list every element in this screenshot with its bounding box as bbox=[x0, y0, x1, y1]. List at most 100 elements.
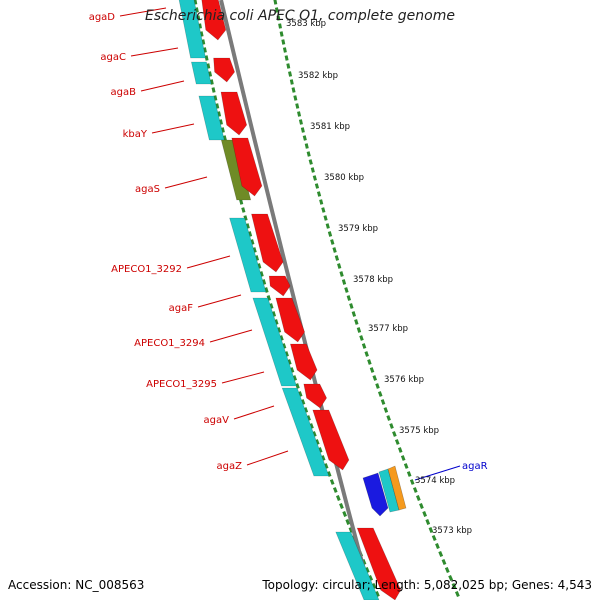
gene-label: kbaY bbox=[123, 129, 148, 140]
gene-segment-red bbox=[220, 91, 248, 136]
gene-label: agaF bbox=[169, 303, 194, 314]
outer-tick-mark bbox=[222, 135, 227, 141]
gene-segment-cyan bbox=[252, 297, 297, 387]
inner-tick-mark bbox=[295, 103, 300, 109]
inner-tick-mark bbox=[314, 183, 320, 189]
inner-tick-mark bbox=[278, 23, 282, 29]
gene-segment-cyan bbox=[191, 61, 212, 85]
outer-tick-mark bbox=[217, 111, 222, 117]
outer-tick-mark bbox=[194, 7, 199, 13]
outer-tick-mark bbox=[312, 431, 317, 437]
outer-tick-mark bbox=[208, 71, 213, 77]
gene-segment-red bbox=[303, 383, 327, 409]
gene-label-leader bbox=[140, 80, 185, 92]
feature-track bbox=[178, 0, 407, 600]
gene-label-layer: agaD agaC agaB kbaY agaS APECO1_3292 agaF APECO… bbox=[89, 7, 488, 481]
outer-tick-mark bbox=[196, 15, 201, 21]
outer-tick-mark bbox=[329, 479, 335, 485]
inner-tick-mark bbox=[344, 287, 349, 293]
gene-label: agaR bbox=[462, 461, 488, 472]
outer-tick-mark bbox=[261, 279, 267, 285]
inner-tick-mark bbox=[386, 415, 391, 421]
inner-tick-track bbox=[273, 0, 460, 597]
inner-tick-mark bbox=[375, 383, 380, 389]
scale-label-layer: 3583 kbp 3582 kbp 3581 kbp 3580 kbp 3579 kbp… bbox=[286, 19, 472, 536]
outer-tick-mark bbox=[295, 383, 300, 389]
gene-label-leader bbox=[197, 294, 242, 308]
inner-tick-mark bbox=[372, 375, 378, 381]
outer-tick-mark bbox=[284, 351, 289, 357]
gene-label: agaZ bbox=[217, 461, 243, 472]
inner-tick-mark bbox=[286, 63, 291, 69]
scale-label: 3578 kbp bbox=[353, 275, 393, 285]
inner-tick-mark bbox=[419, 503, 424, 509]
gene-segment-red bbox=[201, 0, 227, 41]
outer-tick-mark bbox=[254, 255, 260, 261]
outer-tick-mark bbox=[309, 423, 314, 429]
inner-tick-mark bbox=[425, 519, 431, 525]
inner-tick-mark bbox=[306, 151, 311, 157]
gene-segment-red bbox=[231, 137, 263, 197]
scale-label: 3580 kbp bbox=[324, 173, 364, 183]
outer-tick-mark bbox=[201, 39, 206, 45]
inner-tick-mark bbox=[383, 407, 389, 413]
outer-tick-mark bbox=[243, 215, 248, 221]
gene-segment-red bbox=[275, 297, 305, 343]
inner-tick-mark bbox=[297, 111, 302, 117]
inner-tick-mark bbox=[444, 567, 450, 573]
gene-label-leader bbox=[414, 465, 461, 481]
scale-label: 3579 kbp bbox=[338, 224, 378, 234]
inner-tick-mark bbox=[300, 127, 305, 133]
inner-tick-mark bbox=[356, 327, 362, 333]
inner-tick-mark bbox=[308, 159, 313, 165]
scale-label: 3582 kbp bbox=[298, 71, 338, 81]
outer-tick-mark bbox=[218, 119, 223, 125]
scale-label: 3581 kbp bbox=[310, 122, 350, 132]
outer-tick-mark bbox=[245, 223, 250, 229]
outer-tick-mark bbox=[213, 95, 218, 101]
gene-label-leader bbox=[209, 329, 253, 343]
gene-label: agaS bbox=[135, 184, 160, 195]
inner-tick-mark bbox=[279, 31, 284, 37]
outer-tick-mark bbox=[279, 335, 284, 341]
gene-segment-cyan bbox=[335, 531, 380, 600]
gene-label-leader bbox=[221, 371, 265, 384]
inner-tick-mark bbox=[389, 423, 394, 429]
outer-tick-mark bbox=[281, 343, 287, 349]
outer-tick-mark bbox=[342, 511, 347, 517]
gene-segment-cyan bbox=[178, 0, 206, 59]
inner-tick-mark bbox=[293, 95, 298, 101]
gene-label: agaD bbox=[89, 12, 116, 23]
inner-tick-mark bbox=[441, 559, 447, 565]
outer-tick-mark bbox=[297, 391, 303, 397]
inner-tick-mark bbox=[400, 455, 406, 461]
gene-segment-cyan bbox=[229, 217, 267, 293]
inner-tick-mark bbox=[330, 239, 335, 245]
outer-tick-mark bbox=[303, 407, 309, 413]
outer-tick-mark bbox=[289, 367, 295, 373]
outer-tick-mark bbox=[274, 319, 279, 325]
inner-tick-mark bbox=[422, 511, 427, 517]
outer-tick-mark bbox=[371, 583, 377, 589]
outer-tick-mark bbox=[320, 455, 326, 461]
inner-tick-mark bbox=[334, 255, 340, 261]
inner-tick-mark bbox=[319, 199, 324, 205]
outer-tick-mark bbox=[259, 271, 264, 277]
gene-label-leader bbox=[233, 405, 275, 420]
inner-tick-mark bbox=[455, 591, 460, 597]
outer-tick-mark bbox=[209, 79, 214, 85]
inner-tick-mark bbox=[451, 583, 457, 589]
outer-tick-mark bbox=[326, 471, 332, 477]
inner-tick-mark bbox=[412, 487, 418, 493]
outer-tick-mark bbox=[271, 311, 277, 317]
inner-tick-mark bbox=[428, 527, 434, 533]
scale-label: 3583 kbp bbox=[286, 19, 326, 29]
inner-tick-mark bbox=[339, 271, 344, 277]
outer-tick-mark bbox=[211, 87, 216, 93]
inner-tick-mark bbox=[349, 303, 354, 309]
inner-tick-mark bbox=[304, 143, 309, 149]
inner-tick-mark bbox=[448, 574, 454, 582]
gene-label-leader bbox=[130, 47, 179, 57]
inner-tick-mark bbox=[291, 87, 296, 93]
inner-tick-mark bbox=[431, 535, 437, 541]
